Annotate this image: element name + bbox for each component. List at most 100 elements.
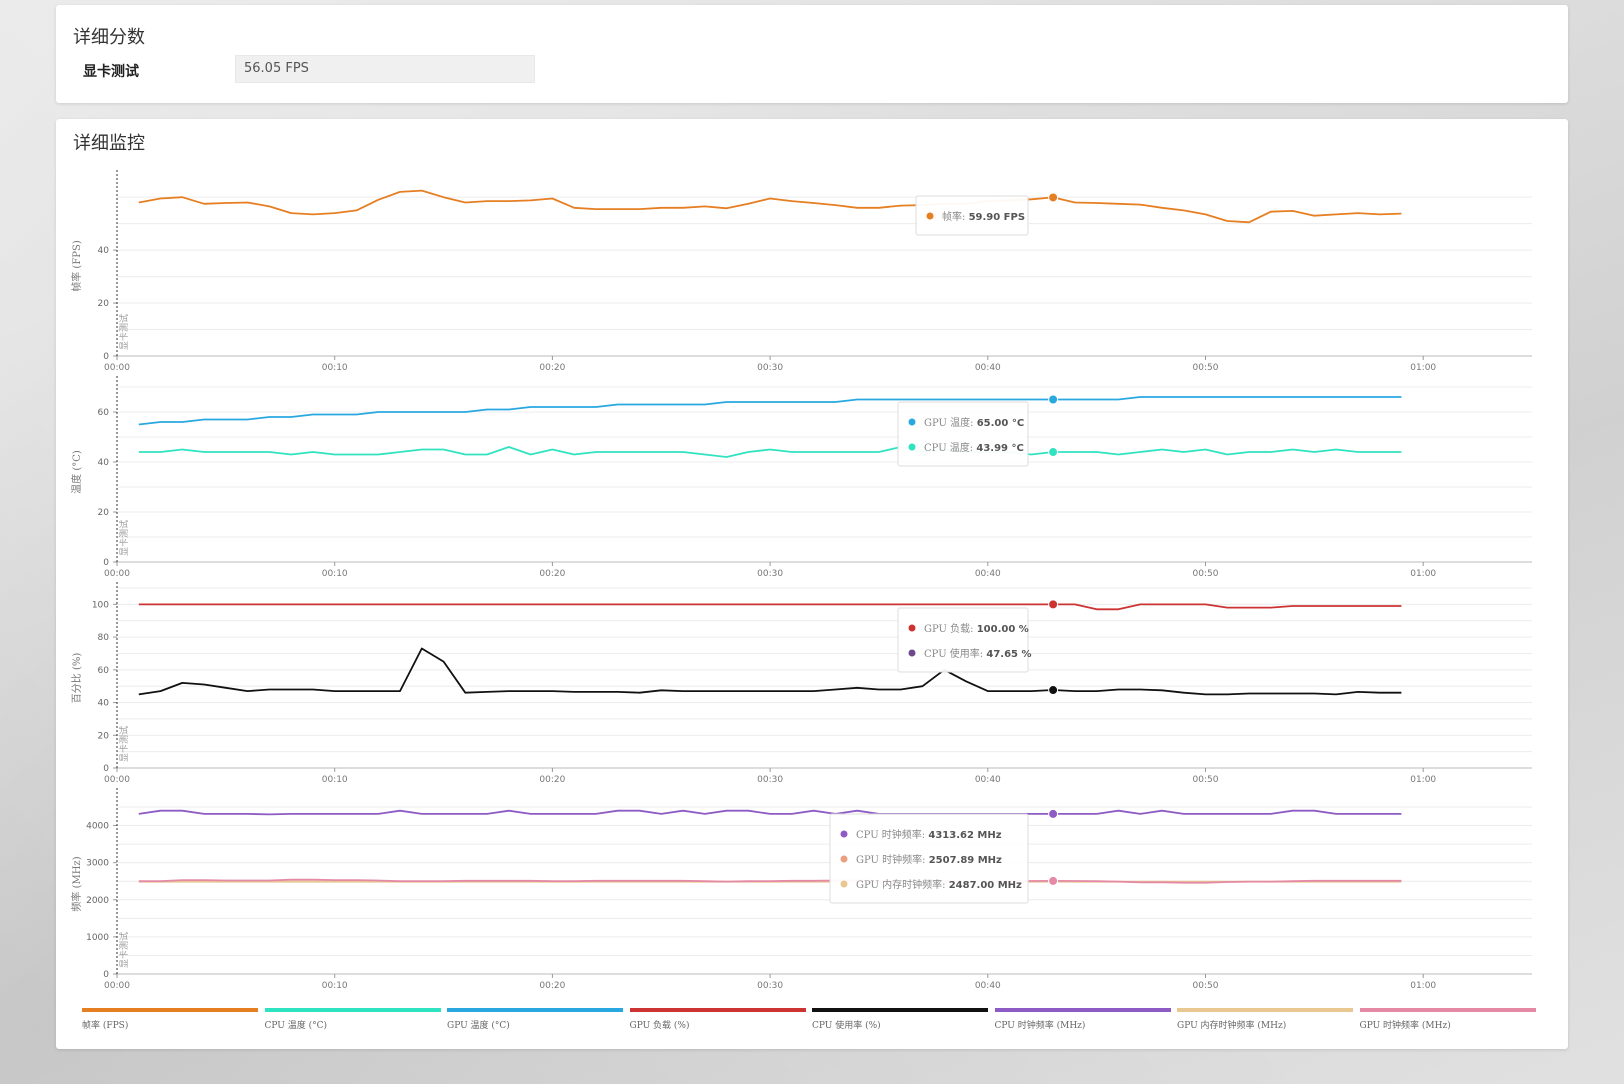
legend-label[interactable]: CPU 时钟频率 (MHz) bbox=[994, 1021, 1086, 1031]
legend-label[interactable]: 帧率 (FPS) bbox=[82, 1021, 129, 1031]
tooltip-row: GPU 内存时钟频率: 2487.00 MHz bbox=[856, 878, 1022, 891]
legend-label[interactable]: CPU 使用率 (%) bbox=[812, 1021, 881, 1031]
tooltip-value: 4313.62 MHz bbox=[928, 830, 1001, 841]
legend-swatch[interactable] bbox=[812, 1008, 988, 1012]
tooltip-label: 帧率: bbox=[942, 210, 969, 223]
x-tick-label: 01:00 bbox=[1410, 775, 1436, 785]
series-line bbox=[138, 396, 1402, 426]
score-title: 详细分数 bbox=[73, 27, 145, 48]
x-tick-label: 00:50 bbox=[1193, 363, 1219, 373]
x-tick-label: 00:40 bbox=[975, 981, 1001, 991]
tooltip-box bbox=[915, 195, 1029, 236]
x-tick-label: 00:20 bbox=[539, 569, 565, 579]
series-line bbox=[138, 603, 1402, 611]
x-tick-label: 00:10 bbox=[322, 363, 348, 373]
tooltip-row: GPU 时钟频率: 2507.89 MHz bbox=[856, 853, 1002, 866]
chart-panel-2: 0 20 40 60 00:00 00:10 00:20 00:30 00:40 00:50 01:… bbox=[70, 376, 1532, 579]
band-label: 显卡测试 bbox=[118, 314, 130, 350]
series-line bbox=[138, 189, 1402, 224]
chart-panel-3: 0 20 40 60 80 100 00:00 00:10 00:20 00:30 00:40 00:… bbox=[71, 582, 1532, 785]
x-tick-label: 00:40 bbox=[975, 569, 1001, 579]
tooltip-value: 65.00 °C bbox=[977, 418, 1024, 429]
legend-label[interactable]: GPU 时钟频率 (MHz) bbox=[1359, 1021, 1451, 1031]
tooltip-dot bbox=[840, 830, 848, 838]
tooltip-row: GPU 负载: 100.00 % bbox=[924, 622, 1029, 635]
x-tick-label: 01:00 bbox=[1410, 363, 1436, 373]
tooltip-box bbox=[897, 607, 1029, 673]
tooltip-label: CPU 使用率: bbox=[924, 647, 986, 660]
x-tick-label: 00:30 bbox=[757, 775, 783, 785]
y-tick-label: 60 bbox=[98, 408, 110, 418]
x-tick-label: 00:00 bbox=[104, 363, 130, 373]
legend-swatch[interactable] bbox=[82, 1008, 258, 1012]
y-axis-label: 温度 (°C) bbox=[70, 450, 83, 494]
x-tick-label: 00:50 bbox=[1193, 981, 1219, 991]
x-tick-label: 00:40 bbox=[975, 775, 1001, 785]
tooltip-row: CPU 温度: 43.99 °C bbox=[924, 441, 1024, 454]
y-tick-label: 40 bbox=[98, 246, 110, 256]
series-line bbox=[138, 809, 1402, 816]
chart-panel-4: 0 1000 2000 3000 4000 00:00 00:10 00:20 00:30 00:… bbox=[70, 788, 1532, 991]
tooltip-row: GPU 温度: 65.00 °C bbox=[924, 416, 1024, 429]
x-tick-label: 00:30 bbox=[757, 363, 783, 373]
tooltip-label: GPU 时钟频率: bbox=[856, 853, 929, 866]
y-tick-label: 4000 bbox=[86, 822, 109, 832]
tooltip-value: 2487.00 MHz bbox=[949, 880, 1022, 891]
x-tick-label: 01:00 bbox=[1410, 981, 1436, 991]
x-tick-label: 00:10 bbox=[322, 569, 348, 579]
y-axis-label: 百分比 (%) bbox=[71, 653, 83, 704]
hover-point bbox=[1048, 808, 1059, 819]
x-tick-label: 00:20 bbox=[539, 775, 565, 785]
tooltip-box bbox=[829, 813, 1029, 904]
tooltip-value: 59.90 FPS bbox=[969, 212, 1025, 223]
score-card: 详细分数 显卡测试 56.05 FPS bbox=[56, 5, 1568, 103]
x-tick-label: 00:00 bbox=[104, 981, 130, 991]
tooltip-label: GPU 负载: bbox=[924, 622, 977, 635]
tooltip-label: GPU 温度: bbox=[924, 416, 977, 429]
series-line bbox=[138, 878, 1402, 884]
y-tick-label: 2000 bbox=[86, 896, 109, 906]
hover-point bbox=[1048, 192, 1059, 203]
monitor-card: 详细监控 bbox=[56, 119, 1568, 1049]
x-tick-label: 01:00 bbox=[1410, 569, 1436, 579]
x-tick-label: 00:50 bbox=[1193, 775, 1219, 785]
y-tick-label: 1000 bbox=[86, 933, 109, 943]
tooltip-label: CPU 温度: bbox=[924, 441, 976, 454]
tooltip-box bbox=[897, 401, 1029, 467]
legend-swatch[interactable] bbox=[264, 1008, 441, 1012]
legend-label[interactable]: GPU 内存时钟频率 (MHz) bbox=[1177, 1021, 1287, 1031]
legend-swatch[interactable] bbox=[994, 1008, 1171, 1012]
legend-label[interactable]: CPU 温度 (°C) bbox=[264, 1021, 328, 1031]
y-tick-label: 20 bbox=[98, 299, 110, 309]
tooltip-dot bbox=[908, 624, 916, 632]
series-line bbox=[138, 647, 1402, 696]
legend-label[interactable]: GPU 温度 (°C) bbox=[447, 1021, 510, 1031]
tooltip-label: CPU 时钟频率: bbox=[856, 828, 928, 841]
tooltip-value: 2507.89 MHz bbox=[929, 855, 1002, 866]
tooltip-dot bbox=[908, 649, 916, 657]
y-axis-label: 频率 (MHz) bbox=[70, 856, 83, 911]
tooltip-value: 43.99 °C bbox=[976, 443, 1023, 454]
x-tick-label: 00:30 bbox=[757, 981, 783, 991]
y-tick-label: 0 bbox=[103, 764, 109, 774]
y-tick-label: 80 bbox=[98, 633, 110, 643]
legend-swatch[interactable] bbox=[1359, 1008, 1536, 1012]
band-label: 显卡测试 bbox=[118, 520, 130, 556]
x-tick-label: 00:20 bbox=[539, 981, 565, 991]
legend-swatch[interactable] bbox=[629, 1008, 806, 1012]
y-tick-label: 60 bbox=[98, 666, 110, 676]
hover-point bbox=[1048, 447, 1059, 458]
hover-point bbox=[1048, 599, 1059, 610]
x-tick-label: 00:30 bbox=[757, 569, 783, 579]
legend-swatch[interactable] bbox=[1177, 1008, 1353, 1012]
tooltip-row: CPU 使用率: 47.65 % bbox=[924, 647, 1032, 660]
x-tick-label: 00:10 bbox=[322, 775, 348, 785]
tooltip-dot bbox=[908, 443, 916, 451]
legend-label[interactable]: GPU 负载 (%) bbox=[629, 1021, 690, 1031]
x-tick-label: 00:00 bbox=[104, 775, 130, 785]
tooltip-row: 帧率: 59.90 FPS bbox=[942, 210, 1025, 223]
y-tick-label: 0 bbox=[103, 970, 109, 980]
legend-swatch[interactable] bbox=[447, 1008, 623, 1012]
y-tick-label: 40 bbox=[98, 458, 110, 468]
